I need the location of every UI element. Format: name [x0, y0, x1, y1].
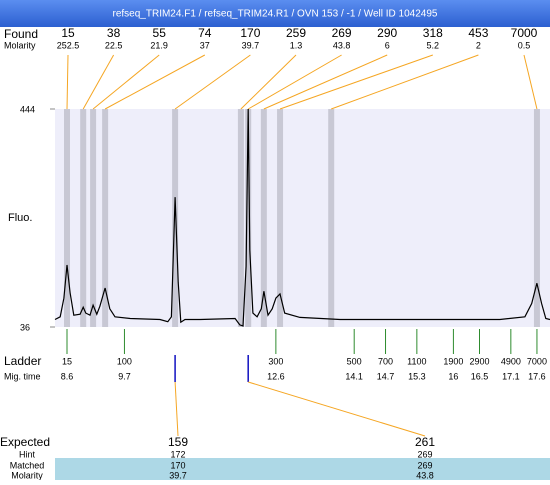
matched-band — [55, 458, 550, 480]
ladder-size: 300 — [268, 356, 283, 366]
y-tick-label: 444 — [20, 104, 35, 114]
peak-band — [245, 109, 252, 327]
ladder-size: 15 — [62, 356, 72, 366]
found-size: 290 — [377, 26, 397, 40]
matched-value: 269 — [417, 460, 432, 470]
ladder-time: 14.7 — [377, 371, 395, 381]
peak-band — [102, 109, 109, 327]
peak-leader — [82, 54, 115, 110]
peak-band — [533, 109, 540, 327]
ladder-label: Ladder — [4, 354, 41, 368]
mig-time-label: Mig. time — [4, 371, 41, 381]
molarity-label: Molarity — [4, 40, 36, 50]
peak-leader — [92, 54, 160, 110]
peak-band — [328, 109, 335, 327]
found-molarity: 43.8 — [333, 40, 351, 50]
ladder-size: 500 — [347, 356, 362, 366]
trace — [54, 108, 550, 327]
expected-leader — [248, 381, 426, 437]
peak-band — [80, 109, 87, 327]
peak-leader — [66, 54, 69, 110]
peak-band — [90, 109, 97, 327]
ladder-time: 16 — [448, 371, 458, 381]
ladder-size: 4900 — [501, 356, 521, 366]
peak-leader — [104, 54, 206, 110]
hint-label: Hint — [19, 449, 36, 459]
ladder-time: 17.1 — [502, 371, 520, 381]
found-size: 170 — [240, 26, 260, 40]
found-size: 74 — [198, 26, 212, 40]
peak-band — [237, 109, 244, 327]
peak-band — [64, 109, 71, 327]
expected-molarity: 39.7 — [169, 470, 187, 480]
ladder-size: 100 — [117, 356, 132, 366]
ladder-size: 1100 — [407, 356, 426, 366]
found-molarity: 2 — [476, 40, 481, 50]
found-label: Found — [4, 27, 38, 41]
title-bar — [0, 0, 550, 27]
hint-value: 269 — [417, 449, 432, 459]
peak-leader — [247, 54, 342, 110]
matched-value: 170 — [170, 460, 185, 470]
found-molarity: 22.5 — [105, 40, 123, 50]
y-label: Fluo. — [8, 212, 32, 224]
ladder-time: 12.6 — [267, 371, 285, 381]
found-size: 55 — [153, 26, 167, 40]
found-molarity: 5.2 — [427, 40, 440, 50]
hint-value: 172 — [170, 449, 185, 459]
expected-label: Expected — [0, 435, 50, 449]
found-molarity: 6 — [385, 40, 390, 50]
found-size: 269 — [332, 26, 352, 40]
peak-leader — [240, 54, 297, 110]
peak-leader — [279, 54, 433, 110]
y-tick-label: 36 — [20, 322, 30, 332]
expected-leader — [174, 381, 179, 437]
ladder-time: 14.1 — [345, 371, 363, 381]
peak-leader — [263, 54, 388, 110]
ladder-time: 17.6 — [528, 371, 546, 381]
found-size: 38 — [107, 26, 121, 40]
peak-leader — [523, 54, 538, 110]
expected-value: 261 — [415, 435, 435, 449]
ladder-time: 16.5 — [471, 371, 489, 381]
found-size: 259 — [286, 26, 306, 40]
title: refseq_TRIM24.F1 / refseq_TRIM24.R1 / OV… — [113, 9, 438, 20]
ladder-size: 1900 — [443, 356, 463, 366]
found-molarity: 252.5 — [57, 40, 80, 50]
plot-area — [55, 109, 550, 327]
peak-band — [260, 109, 267, 327]
exp-molarity-label: Molarity — [11, 470, 43, 480]
ladder-time: 15.3 — [408, 371, 426, 381]
expected-value: 159 — [168, 435, 188, 449]
ladder-size: 7000 — [527, 356, 547, 366]
found-size: 318 — [423, 26, 443, 40]
ladder-size: 700 — [378, 356, 393, 366]
peak-band — [277, 109, 284, 327]
found-molarity: 1.3 — [290, 40, 303, 50]
ladder-time: 8.6 — [61, 371, 74, 381]
found-molarity: 21.9 — [150, 40, 168, 50]
found-molarity: 0.5 — [518, 40, 531, 50]
found-molarity: 39.7 — [242, 40, 260, 50]
found-molarity: 37 — [200, 40, 210, 50]
ladder-time: 9.7 — [118, 371, 131, 381]
peak-band — [172, 109, 179, 327]
expected-molarity: 43.8 — [416, 470, 434, 480]
found-size: 15 — [61, 26, 75, 40]
found-size: 453 — [468, 26, 488, 40]
ladder-size: 2900 — [469, 356, 489, 366]
found-size: 7000 — [511, 26, 538, 40]
peak-leader — [331, 54, 479, 110]
matched-label: Matched — [10, 460, 45, 470]
peak-leader — [174, 54, 251, 110]
